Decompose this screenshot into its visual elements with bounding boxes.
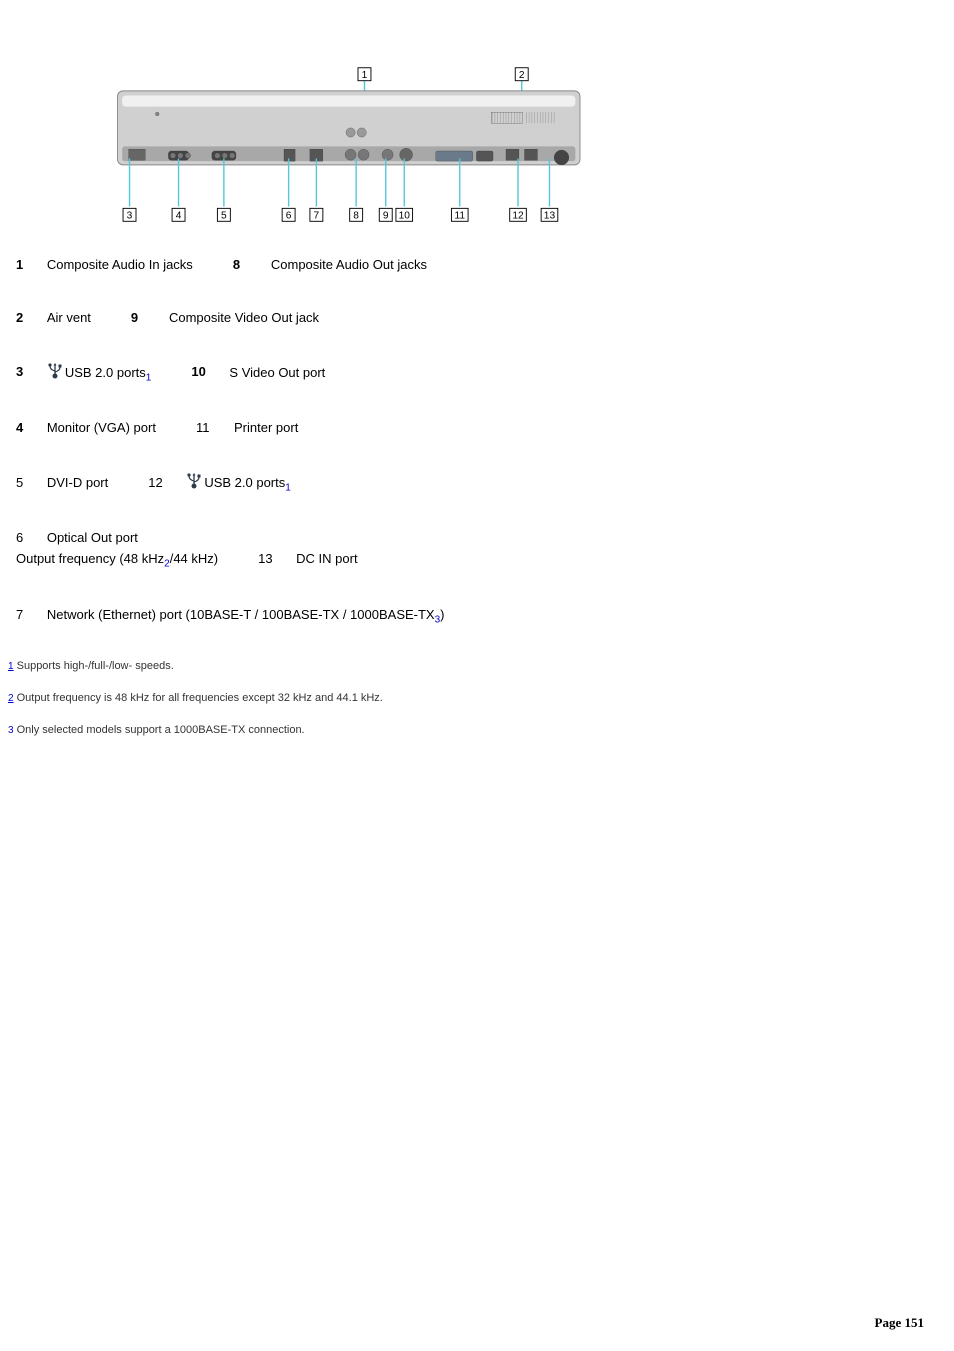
svg-text:11: 11	[454, 211, 465, 222]
port-desc: Monitor (VGA) port	[47, 420, 156, 435]
port-desc: Air vent	[47, 310, 91, 325]
legend-row: 3 USB 2.0 ports1 10 S Video Out port	[16, 361, 946, 386]
port-number: 3	[16, 362, 36, 383]
port-desc: USB 2.0 ports	[65, 364, 146, 379]
port-legend: 1 Composite Audio In jacks 8 Composite Au…	[16, 255, 946, 628]
svg-text:2: 2	[519, 70, 525, 81]
usb-icon	[47, 361, 63, 386]
footnote-ref[interactable]: 1	[285, 482, 291, 493]
legend-row: 5 DVI-D port 12 USB 2.0 ports1	[16, 471, 946, 496]
svg-text:3: 3	[127, 211, 133, 222]
footnote: 2 Output frequency is 48 kHz for all fre…	[8, 692, 946, 704]
port-desc: Composite Audio Out jacks	[271, 257, 427, 272]
port-number: 8	[233, 255, 253, 276]
port-desc: USB 2.0 ports	[204, 475, 285, 490]
svg-text:4: 4	[176, 211, 182, 222]
port-number: 6	[16, 528, 36, 549]
port-desc: Composite Video Out jack	[169, 310, 319, 325]
svg-text:6: 6	[286, 211, 292, 222]
footnote: 1 Supports high-/full-/low- speeds.	[8, 660, 946, 672]
port-desc: S Video Out port	[229, 364, 325, 379]
port-number: 2	[16, 308, 36, 329]
port-number: 9	[131, 308, 151, 329]
port-desc: Network (Ethernet) port (10BASE-T / 100B…	[47, 607, 435, 622]
usb-icon	[186, 471, 202, 496]
legend-row: 4 Monitor (VGA) port 11 Printer port	[16, 418, 946, 439]
port-number: 12	[148, 473, 168, 494]
port-number: 11	[196, 418, 216, 439]
port-number: 5	[16, 473, 36, 494]
svg-text:5: 5	[221, 211, 227, 222]
svg-text:10: 10	[399, 211, 411, 222]
svg-text:8: 8	[353, 211, 359, 222]
svg-text:13: 13	[544, 211, 556, 222]
svg-text:9: 9	[383, 211, 389, 222]
port-desc: Printer port	[234, 420, 298, 435]
svg-text:12: 12	[512, 211, 524, 222]
legend-row: 7 Network (Ethernet) port (10BASE-T / 10…	[16, 605, 946, 629]
footnote: 3 Only selected models support a 1000BAS…	[8, 724, 946, 736]
port-desc: Optical Out port	[47, 530, 138, 545]
port-desc: Composite Audio In jacks	[47, 257, 193, 272]
rear-panel-diagram: 12	[56, 40, 586, 225]
port-desc: DC IN port	[296, 551, 357, 566]
legend-row: 6 Optical Out portOutput frequency (48 k…	[16, 528, 946, 572]
svg-text:7: 7	[314, 211, 320, 222]
port-number: 10	[191, 362, 211, 383]
svg-text:1: 1	[362, 70, 368, 81]
port-number: 1	[16, 255, 36, 276]
port-number: 13	[258, 549, 278, 570]
footnotes: 1 Supports high-/full-/low- speeds. 2 Out…	[8, 660, 946, 736]
port-desc: DVI-D port	[47, 475, 108, 490]
port-number: 7	[16, 605, 36, 626]
legend-row: 1 Composite Audio In jacks 8 Composite Au…	[16, 255, 946, 276]
port-number: 4	[16, 418, 36, 439]
legend-row: 2 Air vent 9 Composite Video Out jack	[16, 308, 946, 329]
page-number: Page 151	[875, 1315, 924, 1331]
footnote-ref[interactable]: 1	[146, 372, 152, 383]
